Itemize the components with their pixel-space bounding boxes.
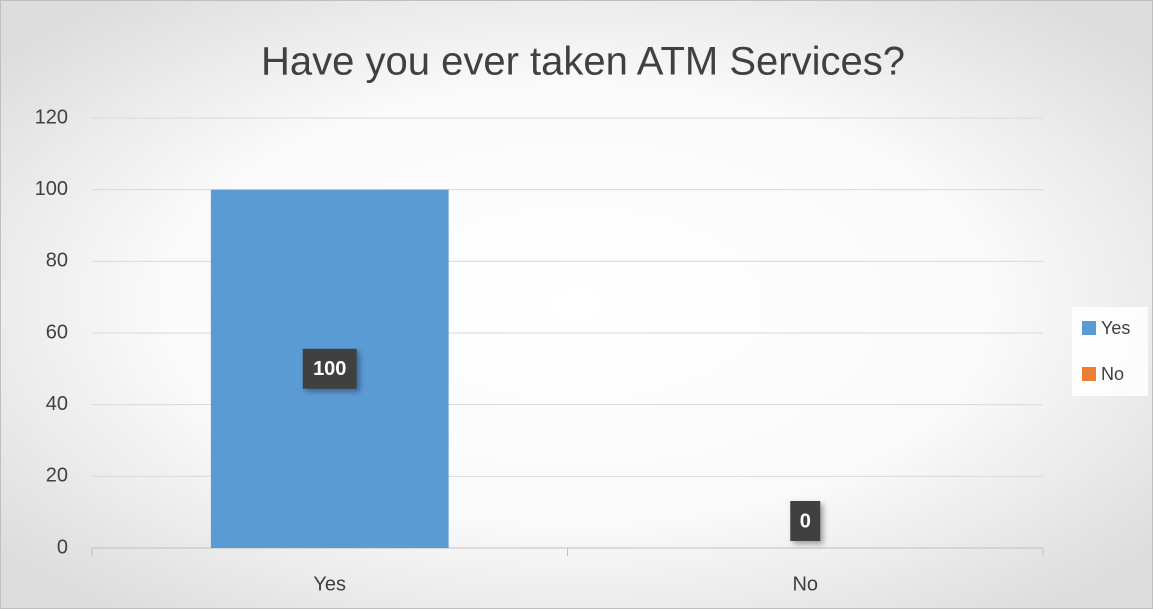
legend-label: No [1101, 364, 1124, 384]
data-label: 0 [800, 510, 811, 532]
data-label: 100 [313, 358, 346, 380]
legend-swatch [1082, 367, 1096, 381]
x-tick-label: Yes [313, 573, 346, 595]
x-tick-label: No [792, 573, 818, 595]
y-tick-label: 80 [46, 250, 68, 272]
chart-title: Have you ever taken ATM Services? [261, 40, 905, 84]
y-tick-label: 0 [57, 536, 68, 558]
y-tick-label: 60 [46, 321, 68, 343]
y-tick-label: 40 [46, 393, 68, 415]
legend-label: Yes [1101, 318, 1130, 338]
data-label-box [790, 501, 821, 541]
y-tick-label: 20 [46, 465, 68, 487]
data-label-box [302, 348, 357, 389]
y-tick-label: 100 [35, 178, 68, 200]
legend-swatch [1082, 321, 1096, 335]
y-tick-label: 120 [35, 106, 68, 128]
